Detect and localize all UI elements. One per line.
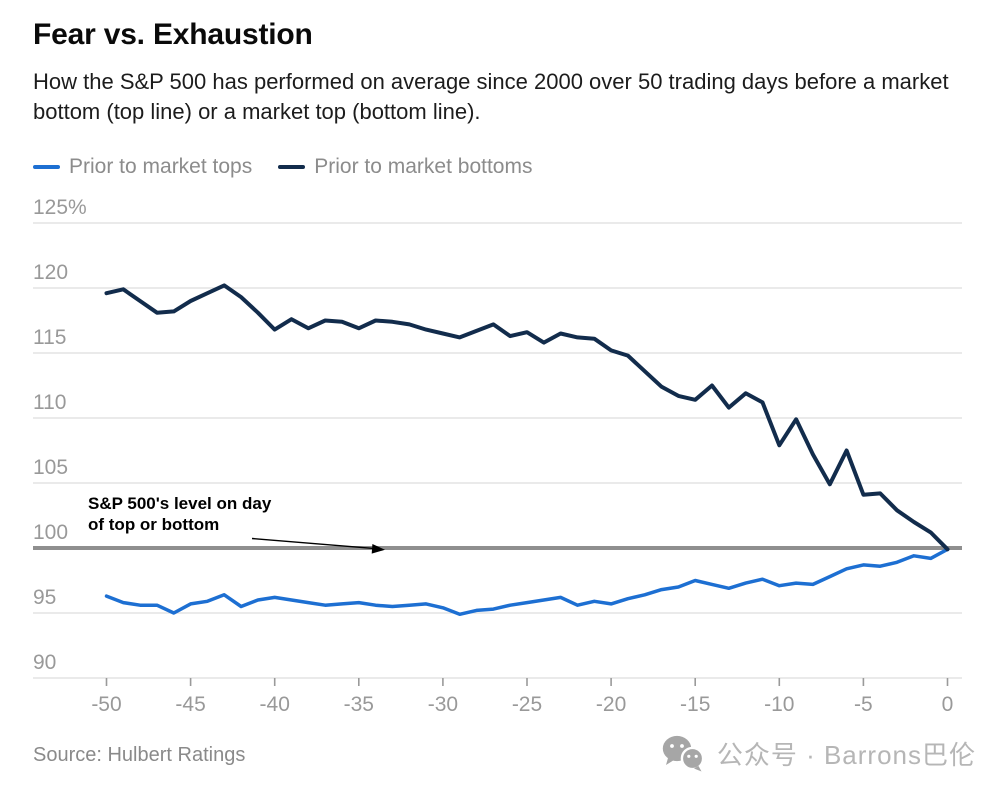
x-tick-label: -5 (854, 693, 873, 716)
page-title: Fear vs. Exhaustion (33, 18, 313, 51)
y-tick-label: 90 (33, 651, 56, 674)
x-tick-label: -40 (260, 693, 290, 716)
chart-legend: Prior to market tops Prior to market bot… (33, 155, 532, 179)
legend-label: Prior to market bottoms (314, 155, 533, 178)
chart-subtitle: How the S&P 500 has performed on average… (33, 69, 949, 124)
y-tick-label: 95 (33, 586, 56, 609)
series-line-market-bottoms (104, 283, 950, 552)
x-tick-label: -20 (596, 693, 626, 716)
annotation-line-1: S&P 500's level on day (88, 494, 272, 513)
legend-item-market-bottoms: Prior to market bottoms (278, 155, 532, 179)
series-line-market-tops (104, 547, 950, 617)
y-tick-label: 110 (33, 391, 66, 414)
x-tick-label: 0 (942, 693, 954, 716)
y-tick-label: 115 (33, 326, 66, 349)
x-tick-label: -45 (175, 693, 205, 716)
y-tick-label: 120 (33, 261, 68, 284)
watermark-text: 公众号 · Barrons巴伦 (716, 739, 976, 770)
source-credit: Source: Hulbert Ratings (33, 744, 246, 766)
x-tick-label: -25 (512, 693, 542, 716)
y-tick-label: 100 (33, 521, 68, 544)
legend-item-market-tops: Prior to market tops (33, 155, 252, 179)
x-tick-label: -10 (764, 693, 794, 716)
x-tick-label: -15 (680, 693, 710, 716)
annotation-arrowhead (371, 544, 385, 554)
reference-line-annotation: S&P 500's level on day of top or bottom (88, 493, 271, 535)
x-tick-label: -30 (428, 693, 458, 716)
legend-swatch-blue (33, 165, 60, 169)
legend-label: Prior to market tops (69, 155, 253, 178)
annotation-line-2: of top or bottom (88, 515, 220, 534)
annotation-arrow-shaft (251, 537, 376, 550)
y-tick-label: 125% (33, 196, 87, 219)
x-tick-label: -35 (344, 693, 374, 716)
legend-swatch-navy (278, 165, 306, 169)
y-tick-label: 105 (33, 456, 68, 479)
wechat-watermark: 公众号 · Barrons巴伦 (661, 734, 976, 772)
wechat-icon (662, 735, 705, 772)
x-tick-label: -50 (91, 693, 121, 716)
